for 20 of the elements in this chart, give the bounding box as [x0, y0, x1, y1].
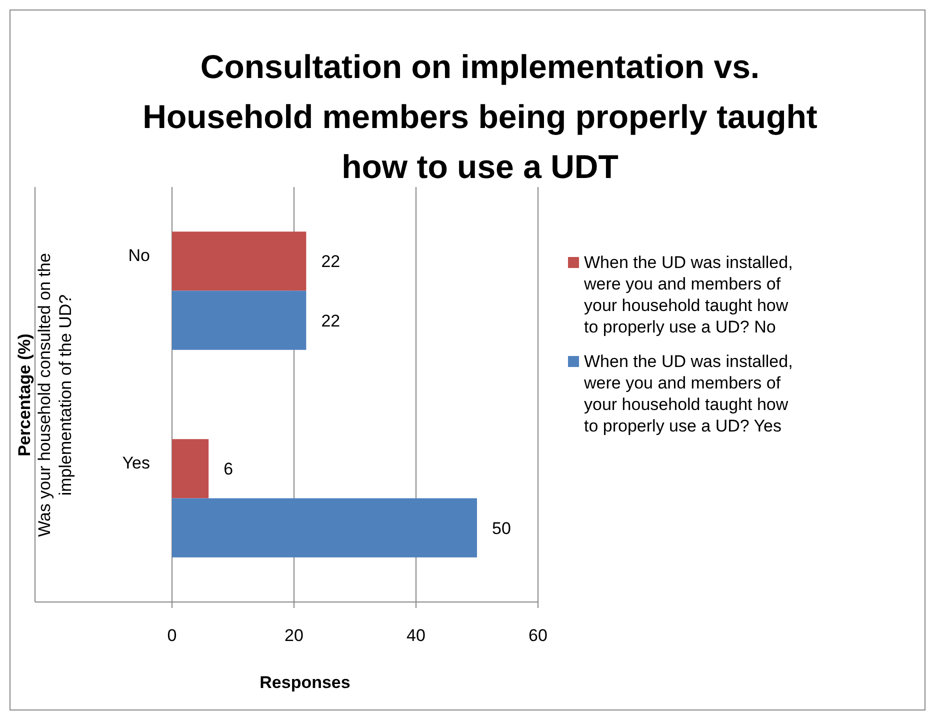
data-label: 50 [492, 518, 511, 538]
data-label: 22 [321, 252, 340, 272]
x-tick-label: 40 [406, 626, 426, 645]
bar [172, 439, 209, 498]
y-tick-label: No [128, 246, 150, 265]
text: Percentage (%) [15, 334, 34, 456]
y-tick-label: Yes [122, 453, 150, 472]
bar [172, 498, 477, 558]
y-axis-title: Was your household consulted on the implementation of the UD? [35, 253, 75, 537]
x-tick-label: 20 [284, 626, 304, 645]
data-label: 22 [321, 311, 340, 330]
bar [172, 290, 306, 350]
bar [172, 232, 306, 291]
legend-label: When the UD was installed, were you and members of your household taught how to properly use a UD? No [583, 253, 793, 336]
x-axis-title: Responses [260, 673, 350, 692]
chart-title: Consultation on implementation vs. Household members being properly taught how to use a UDT [142, 48, 818, 185]
data-label: 6 [224, 460, 234, 479]
x-tick-label: 60 [528, 626, 548, 645]
legend-label: When the UD was installed, were you and members of your household taught how to properly use a UD? Yes [583, 352, 793, 436]
x-tick-label: 0 [167, 626, 177, 645]
